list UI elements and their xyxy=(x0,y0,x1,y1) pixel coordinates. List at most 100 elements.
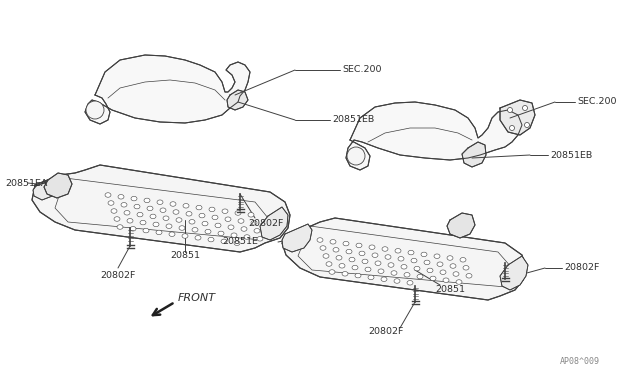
Ellipse shape xyxy=(169,232,175,237)
Ellipse shape xyxy=(241,227,247,231)
Ellipse shape xyxy=(208,237,214,242)
Ellipse shape xyxy=(421,252,427,257)
Ellipse shape xyxy=(192,228,198,232)
Ellipse shape xyxy=(378,269,384,273)
Ellipse shape xyxy=(176,218,182,222)
Text: 20802F: 20802F xyxy=(248,219,284,228)
Circle shape xyxy=(347,147,365,165)
Circle shape xyxy=(509,125,515,131)
Ellipse shape xyxy=(117,225,123,229)
Ellipse shape xyxy=(430,276,436,280)
Ellipse shape xyxy=(199,214,205,218)
Text: 20851EA: 20851EA xyxy=(5,179,47,187)
Ellipse shape xyxy=(228,225,234,230)
Ellipse shape xyxy=(218,231,224,235)
Ellipse shape xyxy=(166,224,172,228)
Ellipse shape xyxy=(369,245,375,250)
Text: 20851EB: 20851EB xyxy=(550,151,592,160)
Polygon shape xyxy=(32,165,290,252)
Ellipse shape xyxy=(417,275,423,279)
Ellipse shape xyxy=(408,250,414,255)
Ellipse shape xyxy=(427,268,433,273)
Ellipse shape xyxy=(385,255,391,259)
Ellipse shape xyxy=(195,235,201,240)
Ellipse shape xyxy=(244,235,250,239)
Ellipse shape xyxy=(365,267,371,272)
Ellipse shape xyxy=(424,260,430,264)
Ellipse shape xyxy=(437,262,443,266)
Text: 20802F: 20802F xyxy=(368,327,403,337)
Ellipse shape xyxy=(150,214,156,219)
Ellipse shape xyxy=(196,205,202,210)
Ellipse shape xyxy=(440,270,446,275)
Ellipse shape xyxy=(170,202,176,206)
Circle shape xyxy=(525,122,529,128)
Ellipse shape xyxy=(105,193,111,197)
Ellipse shape xyxy=(359,251,365,256)
Text: 20802F: 20802F xyxy=(100,270,136,279)
Polygon shape xyxy=(500,100,535,135)
Ellipse shape xyxy=(356,243,362,248)
Ellipse shape xyxy=(346,249,352,254)
Text: SEC.200: SEC.200 xyxy=(342,65,381,74)
Ellipse shape xyxy=(234,241,240,246)
Ellipse shape xyxy=(156,230,162,235)
Circle shape xyxy=(522,106,527,110)
Ellipse shape xyxy=(225,217,231,221)
Ellipse shape xyxy=(388,263,394,267)
Ellipse shape xyxy=(404,273,410,277)
Ellipse shape xyxy=(355,273,361,278)
Text: 20851: 20851 xyxy=(435,285,465,295)
Ellipse shape xyxy=(179,226,185,230)
Ellipse shape xyxy=(317,238,323,242)
Polygon shape xyxy=(227,90,248,110)
Ellipse shape xyxy=(342,272,348,276)
Polygon shape xyxy=(282,218,526,300)
Ellipse shape xyxy=(372,253,378,257)
Ellipse shape xyxy=(160,208,166,212)
Ellipse shape xyxy=(127,219,133,223)
Ellipse shape xyxy=(153,222,159,227)
Ellipse shape xyxy=(235,211,241,215)
Ellipse shape xyxy=(183,203,189,208)
Ellipse shape xyxy=(173,210,179,214)
Text: FRONT: FRONT xyxy=(178,293,216,303)
Circle shape xyxy=(508,108,513,112)
Ellipse shape xyxy=(339,263,345,268)
Ellipse shape xyxy=(456,280,462,284)
Text: 20851: 20851 xyxy=(170,250,200,260)
Text: SEC.200: SEC.200 xyxy=(577,97,616,106)
Polygon shape xyxy=(44,173,72,198)
Ellipse shape xyxy=(333,247,339,252)
Ellipse shape xyxy=(450,264,456,268)
Ellipse shape xyxy=(330,240,336,244)
Polygon shape xyxy=(500,256,528,290)
Ellipse shape xyxy=(202,221,208,226)
Ellipse shape xyxy=(147,206,153,211)
Ellipse shape xyxy=(453,272,459,276)
Ellipse shape xyxy=(186,212,192,216)
Ellipse shape xyxy=(320,246,326,250)
Ellipse shape xyxy=(381,277,387,282)
Ellipse shape xyxy=(144,198,150,203)
Polygon shape xyxy=(282,224,312,252)
Ellipse shape xyxy=(323,254,329,258)
Ellipse shape xyxy=(447,256,453,260)
Ellipse shape xyxy=(108,201,114,205)
Ellipse shape xyxy=(329,270,335,274)
Ellipse shape xyxy=(407,280,413,285)
Ellipse shape xyxy=(111,209,117,213)
Ellipse shape xyxy=(382,247,388,251)
Ellipse shape xyxy=(401,264,407,269)
Ellipse shape xyxy=(131,196,137,201)
Ellipse shape xyxy=(157,200,163,205)
Ellipse shape xyxy=(326,262,332,266)
Ellipse shape xyxy=(221,239,227,244)
Ellipse shape xyxy=(212,215,218,219)
Polygon shape xyxy=(462,142,486,167)
Ellipse shape xyxy=(254,228,260,233)
Ellipse shape xyxy=(215,223,221,228)
Text: 20851E: 20851E xyxy=(222,237,258,247)
Ellipse shape xyxy=(222,209,228,214)
Ellipse shape xyxy=(398,257,404,261)
